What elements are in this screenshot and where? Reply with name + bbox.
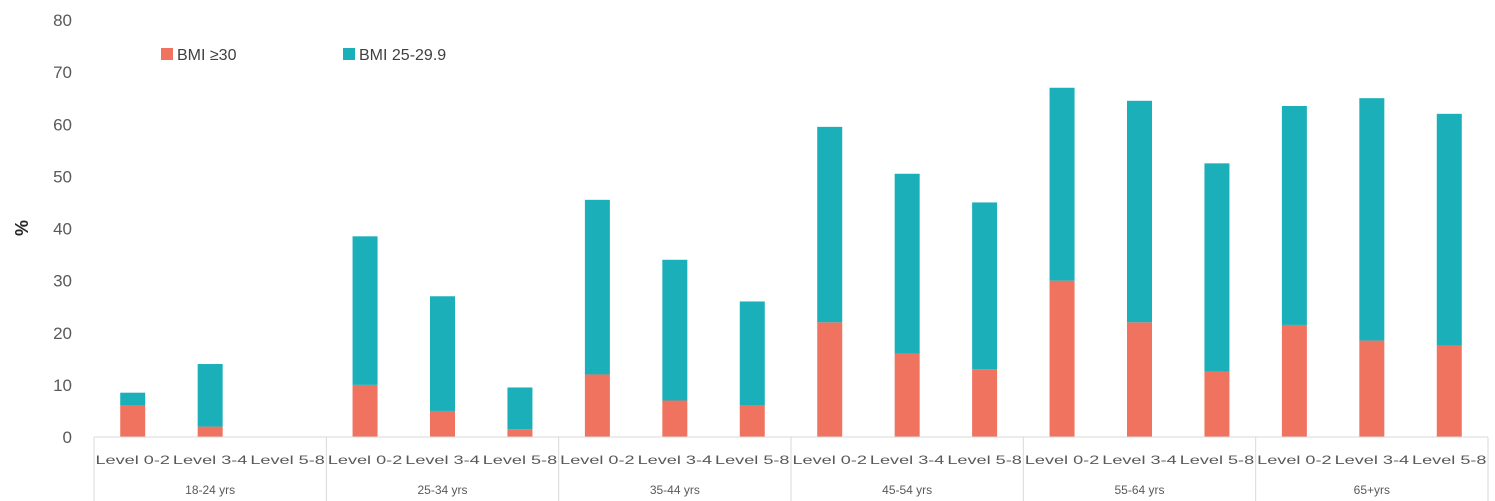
bar-segment: [197, 426, 223, 437]
x-category-label: Level 3-4: [1335, 453, 1410, 467]
legend-label: BMI ≥30: [177, 47, 237, 64]
bar-segment: [352, 384, 378, 437]
x-category-label: Level 3-4: [870, 453, 945, 467]
x-group-label: 18-24 yrs: [185, 483, 235, 497]
bar-segment: [507, 387, 533, 430]
bar-segment: [1436, 345, 1462, 437]
x-category-label: Level 3-4: [1102, 453, 1177, 467]
x-category-label: Level 3-4: [638, 453, 713, 467]
bar-segment: [197, 364, 223, 427]
y-tick-label: 70: [53, 63, 72, 82]
bar-segment: [972, 369, 998, 437]
x-category-label: Level 0-2: [793, 453, 868, 467]
y-tick-label: 60: [53, 115, 72, 134]
legend-swatch: [161, 48, 173, 60]
bar-segment: [1204, 163, 1230, 372]
x-category-label: Level 0-2: [1257, 453, 1332, 467]
y-tick-label: 80: [53, 11, 72, 30]
x-category-label: Level 0-2: [1025, 453, 1100, 467]
bar-segment: [584, 199, 610, 375]
bar-segment: [507, 429, 533, 437]
bar-segment: [894, 173, 920, 354]
bar-segment: [120, 405, 146, 437]
x-category-label: Level 3-4: [173, 453, 248, 467]
x-axis: Level 0-2 Level 3-4 Level 5-818-24 yrsLeve…: [93, 436, 1489, 501]
x-category-label: Level 0-2: [96, 453, 171, 467]
x-category-label: Level 5-8: [1412, 453, 1487, 467]
x-group-label: 25-34 yrs: [417, 483, 467, 497]
x-group-label: 65+yrs: [1354, 483, 1390, 497]
bar-segment: [430, 410, 455, 437]
bar-segment: [817, 322, 843, 437]
bar-segment: [739, 405, 765, 437]
bar-segment: [352, 236, 378, 385]
bar-segment: [817, 126, 843, 323]
bar-segment: [1127, 322, 1152, 437]
y-tick-label: 40: [53, 220, 72, 239]
bar-segment: [584, 374, 610, 437]
bar-segment: [1281, 106, 1307, 325]
legend: BMI ≥30 BMI 25-29.9: [161, 47, 446, 64]
bar-segment: [1049, 87, 1075, 281]
bar-segment: [1281, 324, 1307, 437]
bar-segment: [1127, 100, 1152, 323]
x-category-label: Level 5-8: [1180, 453, 1255, 467]
y-tick-label: 20: [53, 324, 72, 343]
x-group-label: 35-44 yrs: [650, 483, 700, 497]
bar-segment: [1359, 340, 1385, 437]
legend-swatch: [343, 48, 355, 60]
bar-segment: [1436, 113, 1462, 346]
bar-segment: [972, 202, 998, 370]
y-axis-label: %: [12, 220, 32, 236]
bar-segment: [1359, 98, 1385, 341]
bar-segment: [894, 353, 920, 437]
bar-segment: [739, 301, 765, 406]
x-category-label: Level 5-8: [715, 453, 790, 467]
y-axis-ticks: 0 10 20 30 40 50 60 70 80: [53, 11, 72, 447]
x-category-label: Level 0-2: [560, 453, 635, 467]
x-category-label: Level 0-2: [328, 453, 403, 467]
legend-label: BMI 25-29.9: [359, 47, 446, 64]
y-tick-label: 0: [63, 428, 72, 447]
y-tick-label: 10: [53, 376, 72, 395]
x-group-label: 45-54 yrs: [882, 483, 932, 497]
bar-segment: [662, 259, 688, 401]
bar-segment: [120, 392, 146, 406]
x-category-label: Level 5-8: [250, 453, 325, 467]
x-category-label: Level 5-8: [947, 453, 1022, 467]
y-tick-label: 30: [53, 272, 72, 291]
x-category-label: Level 5-8: [483, 453, 558, 467]
y-tick-label: 50: [53, 167, 72, 186]
bar-segment: [1049, 280, 1075, 437]
bar-segment: [662, 400, 688, 437]
x-group-label: 55-64 yrs: [1114, 483, 1164, 497]
bar-segment: [430, 296, 455, 411]
x-category-label: Level 3-4: [405, 453, 480, 467]
bars: [120, 87, 1462, 437]
bar-segment: [1204, 371, 1230, 437]
